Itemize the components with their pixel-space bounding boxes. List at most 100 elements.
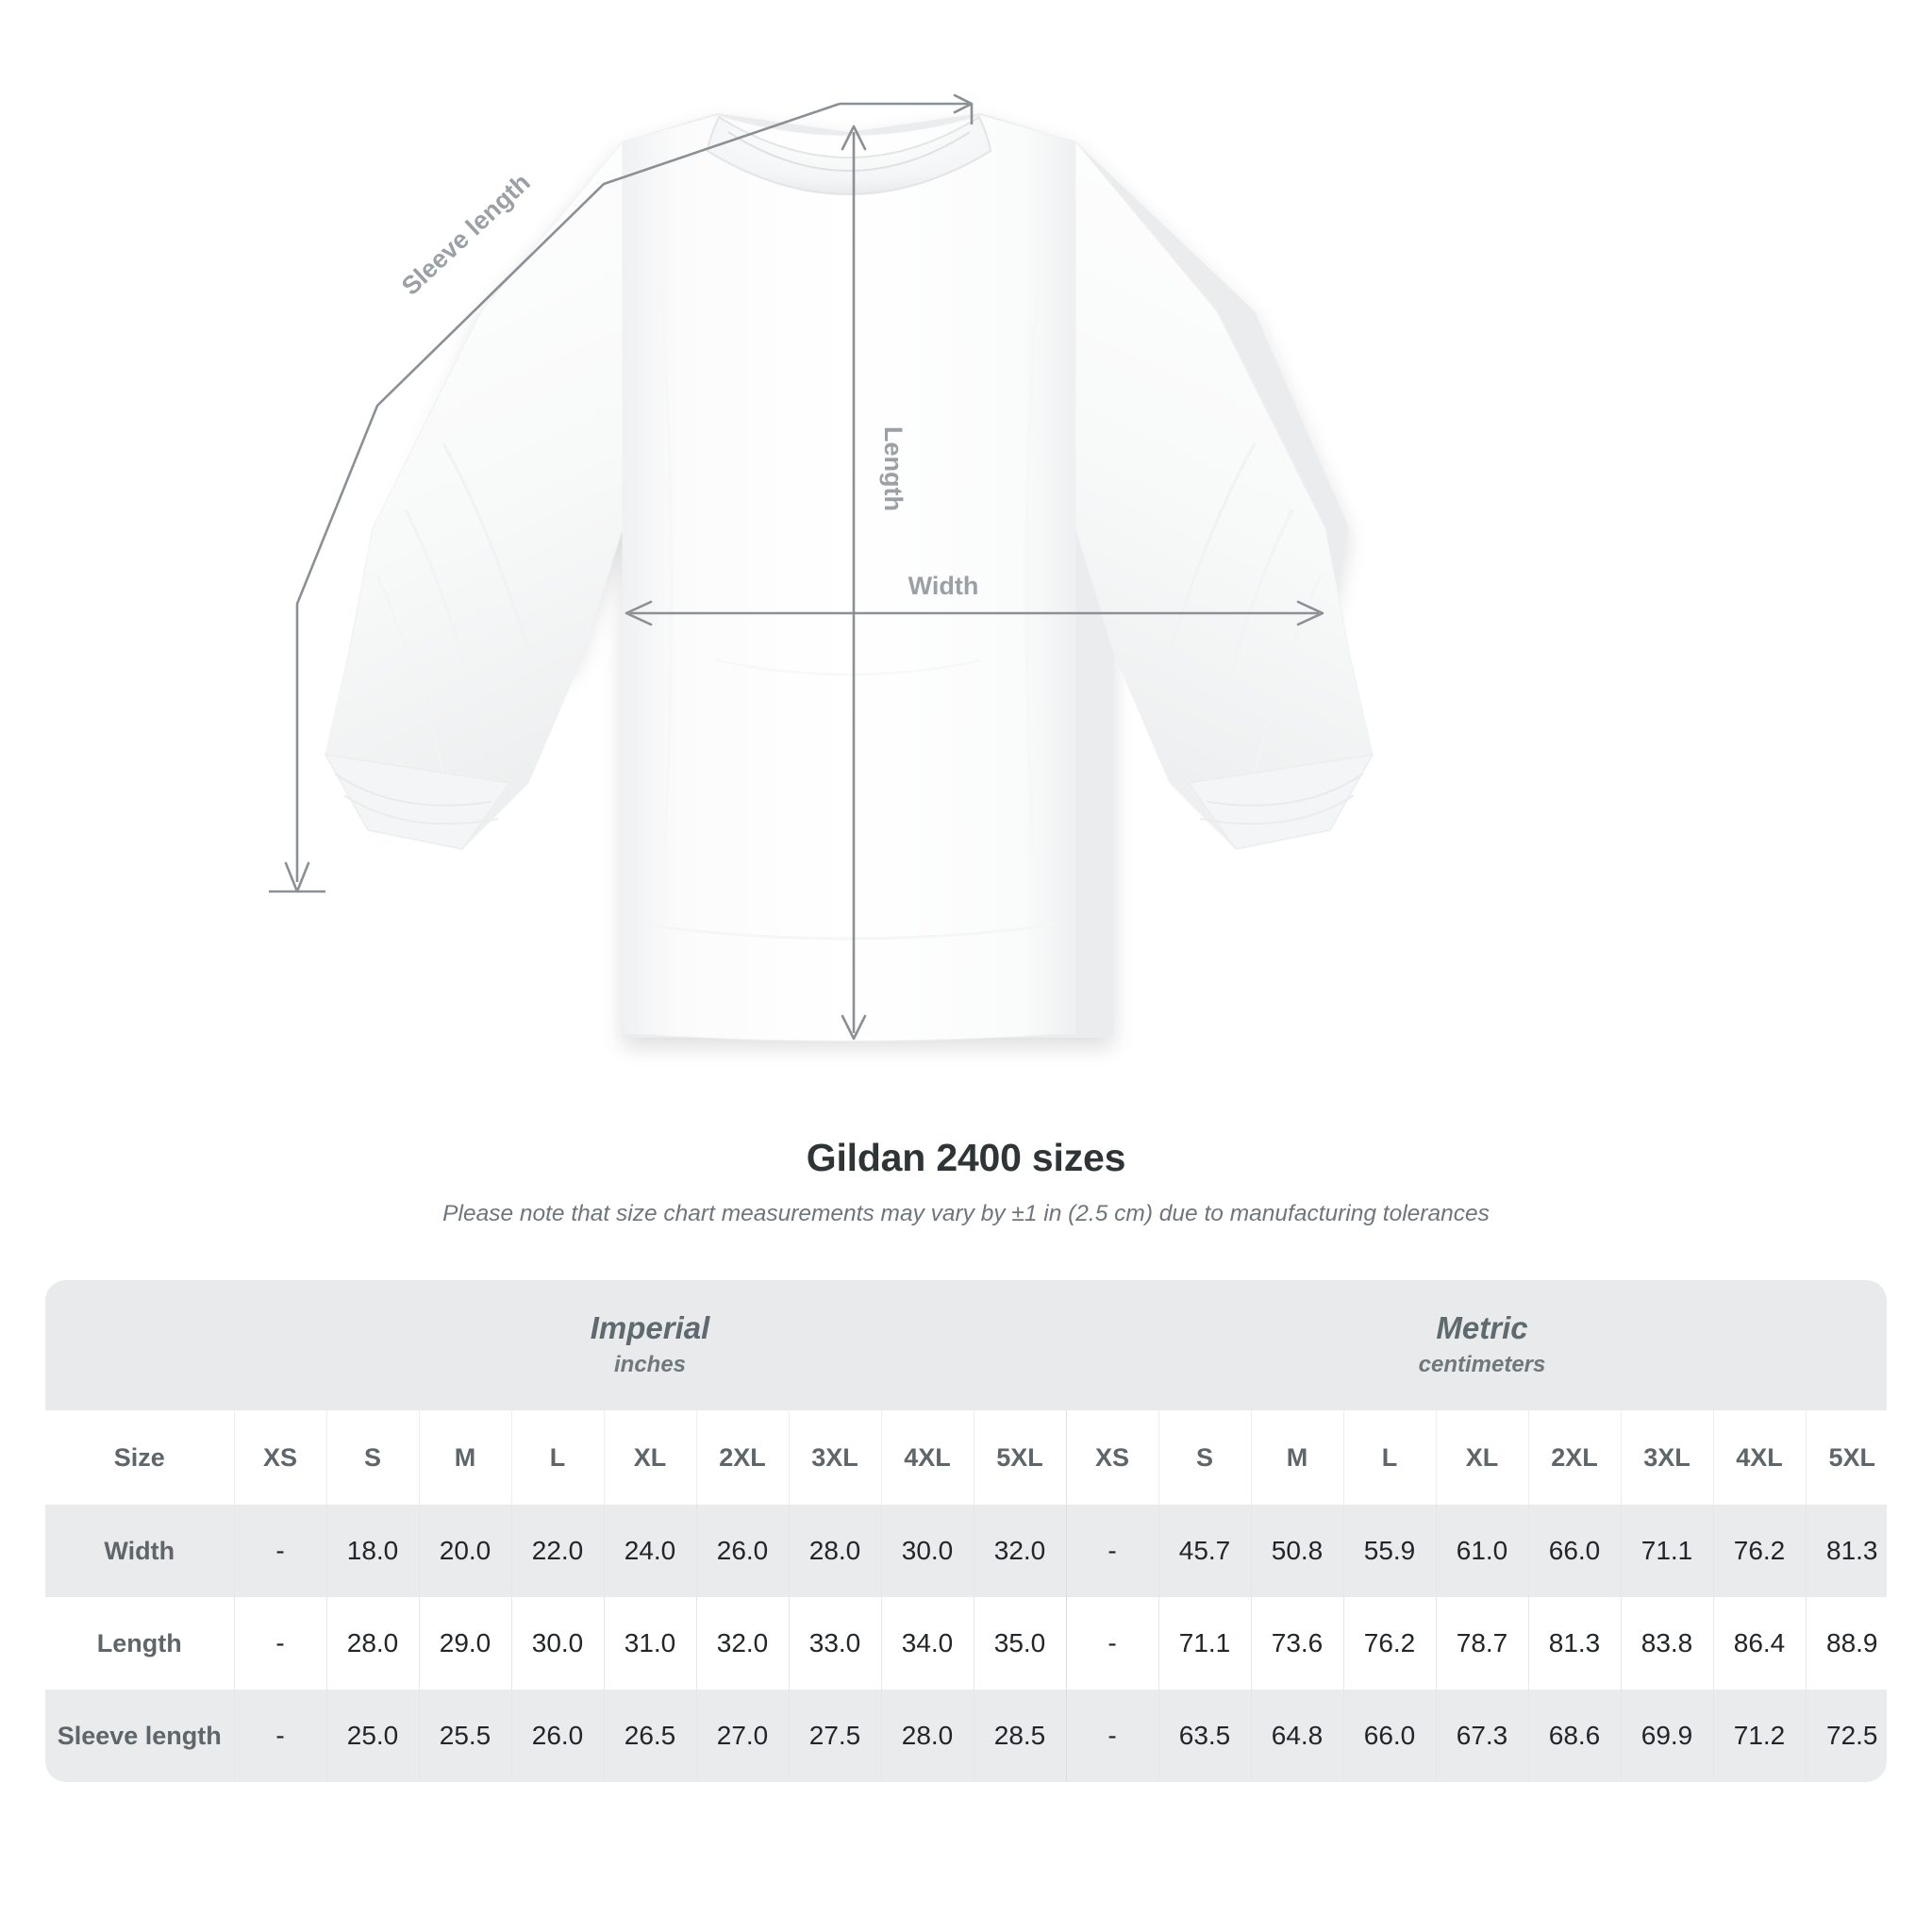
table-cell: 27.0 xyxy=(696,1690,790,1782)
unit-name-imperial: Imperial xyxy=(590,1309,710,1345)
table-cell: 33.0 xyxy=(789,1597,882,1690)
table-cell: - xyxy=(1066,1690,1159,1782)
collar xyxy=(706,115,992,195)
table-cell: 24.0 xyxy=(604,1505,697,1597)
table-cell: 71.2 xyxy=(1713,1690,1807,1782)
title-block: Gildan 2400 sizes Please note that size … xyxy=(0,1136,1932,1227)
right-sleeve xyxy=(1074,140,1374,850)
tolerance-note: Please note that size chart measurements… xyxy=(442,1201,1490,1227)
table-cell: 34.0 xyxy=(881,1597,974,1690)
unit-group-imperial: Imperial inches xyxy=(234,1280,1066,1410)
table-cell: 83.8 xyxy=(1621,1597,1714,1690)
unit-name-metric: Metric xyxy=(1436,1309,1528,1345)
table-cell: - xyxy=(1066,1505,1159,1597)
table-cell: 18.0 xyxy=(326,1505,420,1597)
table-cell: 25.5 xyxy=(419,1690,512,1782)
table-cell: 26.0 xyxy=(511,1690,605,1782)
table-cell: 71.1 xyxy=(1158,1597,1252,1690)
table-cell: 67.3 xyxy=(1436,1690,1529,1782)
size-header-cell: 3XL xyxy=(789,1410,882,1505)
table-row: Sleeve length -25.0 25.5 26.0 26.5 27.0 27.5 28… xyxy=(45,1690,1887,1782)
size-header-cell: 5XL xyxy=(974,1410,1067,1505)
width-guide xyxy=(625,600,1324,626)
size-header-row: Size XS S M L XL 2XL 3XL 4XL 5XL XS S M L XL 2XL 3XL 4XL… xyxy=(45,1410,1887,1505)
table-cell: 55.9 xyxy=(1343,1505,1437,1597)
table-cell: 32.0 xyxy=(696,1597,790,1690)
table-cell: 26.0 xyxy=(696,1505,790,1597)
table-cell: 20.0 xyxy=(419,1505,512,1597)
size-header-cell: L xyxy=(511,1410,605,1505)
table-cell: 22.0 xyxy=(511,1505,605,1597)
size-table-body: Width -18.0 20.0 22.0 24.0 26.0 28.0 30.0 32.0-4… xyxy=(45,1505,1887,1782)
table-cell: 73.6 xyxy=(1251,1597,1344,1690)
width-label: Width xyxy=(908,572,979,600)
table-cell: - xyxy=(234,1690,327,1782)
unit-sub-imperial: inches xyxy=(613,1351,687,1377)
size-header-cell: XS xyxy=(1066,1410,1159,1505)
table-cell: - xyxy=(234,1505,327,1597)
table-cell: 35.0 xyxy=(974,1597,1067,1690)
size-header-cell: 3XL xyxy=(1621,1410,1714,1505)
table-cell: 31.0 xyxy=(604,1597,697,1690)
left-sleeve xyxy=(324,140,624,850)
table-cell: 71.1 xyxy=(1621,1505,1714,1597)
size-header-cell: XL xyxy=(604,1410,697,1505)
unit-header-row: Imperial inches Metric centimeters xyxy=(45,1280,1887,1410)
shirt-body xyxy=(622,114,1076,1041)
length-guide xyxy=(841,125,867,1041)
table-cell: 26.5 xyxy=(604,1690,697,1782)
table-cell: 30.0 xyxy=(881,1505,974,1597)
size-header-cell: M xyxy=(419,1410,512,1505)
table-cell: 28.0 xyxy=(789,1505,882,1597)
size-header-cell: S xyxy=(1158,1410,1252,1505)
table-cell: - xyxy=(234,1597,327,1690)
garment-diagram: Sleeve length Length Width xyxy=(269,93,1374,1041)
size-header-cell: 2XL xyxy=(1528,1410,1622,1505)
size-header-cell: 4XL xyxy=(1713,1410,1807,1505)
table-cell: 69.9 xyxy=(1621,1690,1714,1782)
row-label: Width xyxy=(45,1505,235,1597)
table-cell: 28.0 xyxy=(326,1597,420,1690)
size-header-cell: 2XL xyxy=(696,1410,790,1505)
unit-group-metric: Metric centimeters xyxy=(1066,1280,1887,1410)
size-header-cell: 4XL xyxy=(881,1410,974,1505)
table-cell: 68.6 xyxy=(1528,1690,1622,1782)
table-cell: 25.0 xyxy=(326,1690,420,1782)
length-label: Length xyxy=(879,426,908,511)
size-header-cell: M xyxy=(1251,1410,1344,1505)
sleeve-length-guide xyxy=(269,93,974,893)
table-cell: 28.0 xyxy=(881,1690,974,1782)
size-header-cell: 5XL xyxy=(1806,1410,1887,1505)
table-cell: 81.3 xyxy=(1528,1597,1622,1690)
table-cell: 72.5 xyxy=(1806,1690,1887,1782)
table-cell: - xyxy=(1066,1597,1159,1690)
table-cell: 76.2 xyxy=(1713,1505,1807,1597)
table-cell: 63.5 xyxy=(1158,1690,1252,1782)
table-cell: 64.8 xyxy=(1251,1690,1344,1782)
unit-sub-metric: centimeters xyxy=(1418,1351,1546,1377)
table-cell: 76.2 xyxy=(1343,1597,1437,1690)
table-cell: 78.7 xyxy=(1436,1597,1529,1690)
row-label: Sleeve length xyxy=(45,1690,235,1782)
size-table: Imperial inches Metric centimeters Size … xyxy=(45,1280,1887,1782)
size-header-cell: S xyxy=(326,1410,420,1505)
table-cell: 28.5 xyxy=(974,1690,1067,1782)
unit-corner-cell xyxy=(45,1280,234,1410)
table-cell: 27.5 xyxy=(789,1690,882,1782)
table-cell: 61.0 xyxy=(1436,1505,1529,1597)
size-header-cell: XS xyxy=(234,1410,327,1505)
page-title: Gildan 2400 sizes xyxy=(806,1136,1126,1179)
table-row: Length -28.0 29.0 30.0 31.0 32.0 33.0 34.0 35.0-… xyxy=(45,1597,1887,1690)
table-cell: 45.7 xyxy=(1158,1505,1252,1597)
table-cell: 66.0 xyxy=(1528,1505,1622,1597)
table-cell: 86.4 xyxy=(1713,1597,1807,1690)
table-cell: 66.0 xyxy=(1343,1690,1437,1782)
table-row: Width -18.0 20.0 22.0 24.0 26.0 28.0 30.0 32.0-4… xyxy=(45,1505,1887,1597)
table-cell: 29.0 xyxy=(419,1597,512,1690)
size-header-cell: XL xyxy=(1436,1410,1529,1505)
size-header-label: Size xyxy=(45,1410,235,1505)
size-table-container: Imperial inches Metric centimeters Size … xyxy=(45,1280,1887,1782)
table-cell: 88.9 xyxy=(1806,1597,1887,1690)
table-cell: 30.0 xyxy=(511,1597,605,1690)
